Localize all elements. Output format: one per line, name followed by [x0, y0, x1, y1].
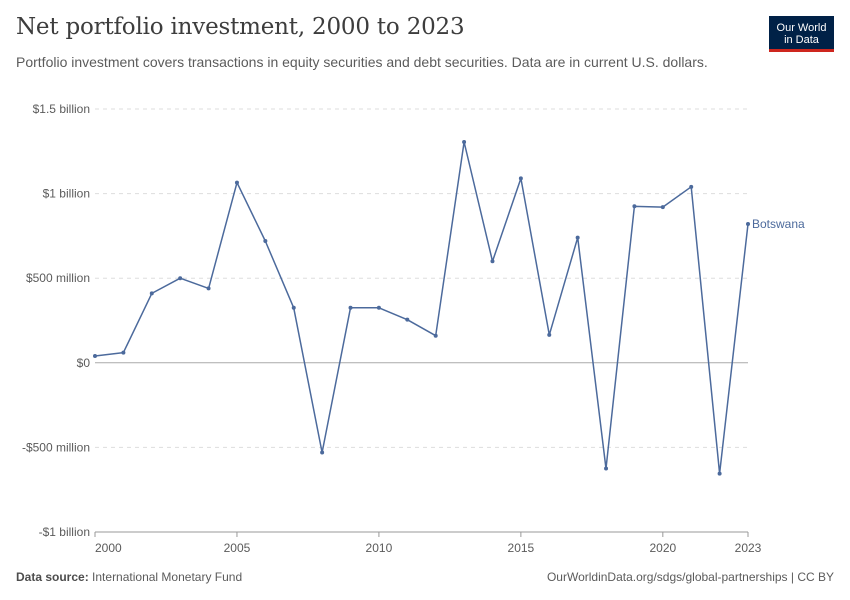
x-tick-label: 2010: [366, 541, 393, 555]
owid-logo[interactable]: Our World in Data: [769, 16, 834, 52]
y-tick-label: -$1 billion: [39, 525, 90, 539]
data-point: [433, 333, 438, 338]
data-point: [604, 466, 609, 471]
data-point: [746, 222, 750, 227]
data-point: [660, 205, 665, 210]
data-point: [575, 235, 580, 240]
data-point: [462, 139, 467, 144]
x-tick-label: 2023: [735, 541, 762, 555]
series-label: Botswana: [752, 217, 805, 231]
y-tick-label: $1.5 billion: [33, 102, 90, 116]
x-tick-label: 2005: [224, 541, 251, 555]
data-point: [376, 305, 381, 310]
y-tick-label: $1 billion: [43, 187, 90, 201]
data-point: [717, 471, 722, 476]
y-tick-label: $500 million: [26, 271, 90, 285]
data-source-value[interactable]: International Monetary Fund: [92, 570, 243, 584]
data-point: [405, 317, 410, 322]
data-point: [149, 291, 154, 296]
series-line-botswana: [94, 141, 749, 475]
data-source: Data source: International Monetary Fund: [16, 570, 242, 584]
y-tick-label: -$500 million: [22, 440, 90, 454]
data-point: [518, 176, 523, 181]
data-point: [490, 259, 495, 264]
x-tick-label: 2015: [508, 541, 535, 555]
data-point: [291, 305, 296, 310]
data-point: [178, 276, 183, 281]
data-point: [348, 305, 353, 310]
x-tick-label: 2000: [95, 541, 122, 555]
source-link[interactable]: OurWorldinData.org/sdgs/global-partnersh…: [546, 570, 834, 584]
chart-subtitle: Portfolio investment covers transactions…: [16, 54, 708, 70]
data-point: [263, 238, 268, 243]
data-source-label: Data source:: [16, 570, 89, 584]
data-point: [121, 350, 126, 355]
y-tick-label: $0: [77, 356, 91, 370]
data-point: [93, 354, 97, 359]
data-point: [632, 204, 637, 209]
data-point: [234, 180, 239, 185]
data-point: [547, 332, 552, 337]
x-tick-label: 2020: [649, 541, 676, 555]
logo-line-1: Our World: [776, 21, 827, 34]
chart-title: Net portfolio investment, 2000 to 2023: [16, 14, 465, 40]
data-point: [206, 286, 211, 291]
logo-line-2: in Data: [784, 33, 819, 46]
data-point: [320, 450, 325, 455]
data-point: [689, 184, 694, 189]
